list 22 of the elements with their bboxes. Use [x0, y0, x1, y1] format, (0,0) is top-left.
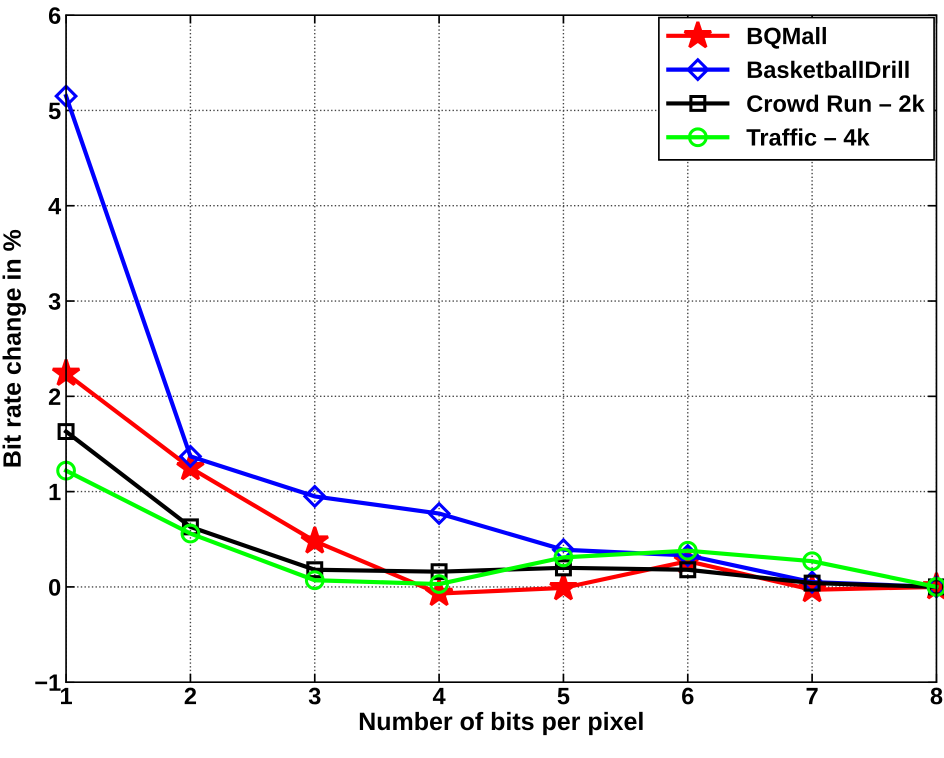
y-tick-label: −1: [35, 674, 61, 691]
y-tick-label: 6: [48, 7, 60, 24]
x-tick-label: 4: [432, 688, 446, 704]
legend-label: Crowd Run – 2k: [747, 94, 925, 112]
x-tick-label: 6: [682, 688, 694, 704]
y-tick-label: 0: [49, 578, 60, 596]
x-tick-label: 8: [930, 688, 942, 704]
x-tick-label: 7: [806, 688, 818, 704]
y-tick-label: 2: [48, 388, 60, 405]
x-tick-label: 1: [61, 688, 72, 704]
x-tick-label: 3: [308, 688, 320, 704]
x-tick-label: 2: [184, 688, 196, 704]
y-axis-title: Bit rate change in %: [2, 230, 26, 466]
y-tick-label: 1: [50, 484, 61, 500]
legend-label: Traffic – 4k: [746, 128, 870, 146]
y-tick-label: 5: [48, 102, 61, 120]
y-tick-label: 3: [48, 293, 60, 310]
legend-label: BQMall: [748, 26, 826, 49]
y-tick-label: 4: [48, 198, 62, 214]
x-axis-title: Number of bits per pixel: [360, 712, 643, 736]
legend-label: BasketballDrill: [748, 60, 909, 78]
x-tick-label: 5: [558, 688, 570, 704]
